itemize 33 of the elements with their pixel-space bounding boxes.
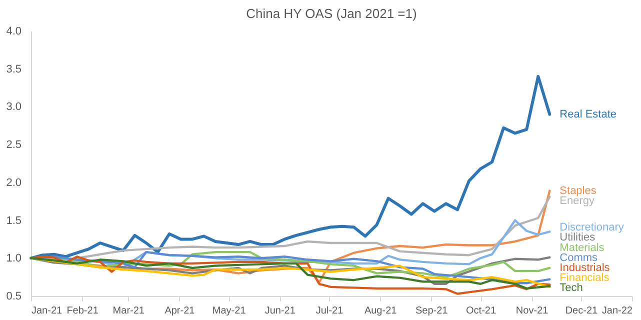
series-label: Utilities xyxy=(560,232,596,244)
series-label: Comms xyxy=(560,252,598,264)
series-label: Staples xyxy=(560,184,597,197)
y-tick-label: 3.0 xyxy=(6,101,22,114)
line-series xyxy=(30,74,552,260)
x-tick-label: Mar-21 xyxy=(112,306,145,316)
x-tick-label: Sep-21 xyxy=(415,306,448,316)
chart-title: China HY OAS (Jan 2021 =1) xyxy=(246,6,417,21)
x-tick-label: Jul-21 xyxy=(316,306,344,316)
x-tick-label: Dec-21 xyxy=(565,306,598,316)
x-tick-label: Jun-21 xyxy=(264,306,296,316)
x-tick-label: Oct-21 xyxy=(466,306,496,316)
y-tick-label: 2.5 xyxy=(6,139,22,152)
series-label: Real Estate xyxy=(560,108,617,120)
x-tick-label: Jan-22 xyxy=(602,306,633,316)
x-tick-label: Nov-21 xyxy=(516,306,549,316)
y-tick-label: 2.0 xyxy=(6,176,22,189)
series-label: Discretionary xyxy=(560,222,624,234)
x-tick-label: Feb-21 xyxy=(66,306,99,316)
series-label: Tech xyxy=(560,282,583,294)
series-label: Energy xyxy=(560,194,596,207)
x-tick-label: Aug-21 xyxy=(364,306,398,316)
series-label: Materials xyxy=(560,242,605,254)
y-tick-label: 1.5 xyxy=(6,214,22,227)
y-tick-label: 4.0 xyxy=(6,26,22,38)
x-tick-label: May-21 xyxy=(212,306,246,316)
y-tick-label: 0.5 xyxy=(6,290,22,302)
x-tick-label: Apr-21 xyxy=(164,306,196,316)
y-tick-label: 3.5 xyxy=(6,63,22,76)
y-tick-label: 1.0 xyxy=(6,252,22,265)
x-tick-label: Jan-21 xyxy=(32,306,63,316)
series-label: Financials xyxy=(560,272,610,284)
series-label: Industrials xyxy=(560,262,610,274)
